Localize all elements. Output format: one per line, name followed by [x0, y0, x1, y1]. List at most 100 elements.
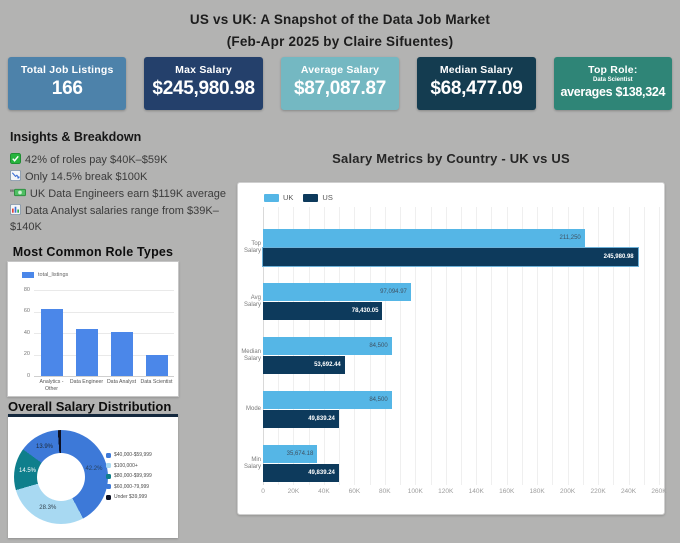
- bar-value-label: 211,250: [559, 235, 581, 241]
- gridline: [643, 207, 645, 485]
- banknote-icon: [13, 188, 30, 200]
- legend-label: $100,000+: [114, 462, 138, 469]
- kpi-label: Max Salary: [175, 64, 233, 76]
- legend-swatch-us[interactable]: [303, 193, 319, 202]
- gridline: [537, 207, 539, 485]
- salary-metrics-title: Salary Metrics by Country - UK vs US: [332, 151, 570, 166]
- legend-swatch-uk[interactable]: [264, 193, 279, 202]
- gridline: [659, 207, 660, 485]
- kpi-sublabel: Data Scientist: [592, 77, 633, 83]
- insight-text: Data Analyst salaries range from $39K–$1…: [10, 204, 219, 233]
- gridline: [628, 207, 630, 485]
- legend-item[interactable]: $80,000-$99,999: [106, 473, 152, 479]
- salary-distribution-donut[interactable]: 42.2% 28.3% 14.5% 13.9%: [14, 430, 108, 524]
- gridline: [445, 207, 447, 485]
- x-axis-category: Data Scientist: [140, 379, 173, 385]
- legend-item[interactable]: $100,000+: [106, 463, 152, 469]
- kpi-label: Median Salary: [439, 64, 514, 76]
- page-title-line1: US vs UK: A Snapshot of the Data Job Mar…: [189, 12, 491, 27]
- insight-item: Only 14.5% break $100K: [10, 169, 234, 186]
- y-axis-category: Median Salary: [241, 348, 261, 363]
- bar-value-label: 53,692.44: [314, 362, 341, 368]
- us-bar[interactable]: 78,430.05: [263, 302, 383, 320]
- gridline: [415, 207, 417, 485]
- insight-item: 42% of roles pay $40K–$59K: [10, 153, 234, 169]
- kpi-label: Average Salary: [300, 64, 380, 76]
- uk-bar[interactable]: 84,500: [263, 391, 392, 409]
- pie-slice-label: 14.5%: [18, 468, 37, 475]
- legend-swatch: [106, 473, 111, 479]
- legend-swatch: [106, 463, 111, 468]
- uk-bar[interactable]: 35,674.18: [263, 445, 318, 463]
- y-axis-tick: 60: [23, 308, 30, 314]
- y-axis-category: Avg Salary: [243, 294, 261, 309]
- role-chart-legend-swatch: [22, 272, 34, 278]
- check-icon: [10, 153, 25, 166]
- kpi-card-average-salary: Average Salary $87,087.87: [280, 57, 400, 110]
- x-axis-tick: 260K: [651, 488, 667, 495]
- y-axis-category: Mode: [245, 406, 261, 413]
- kpi-value: averages $138,324: [560, 85, 666, 99]
- x-axis-tick: 0: [261, 488, 265, 495]
- legend-swatch: [106, 494, 111, 500]
- y-axis-tick: 20: [23, 351, 30, 357]
- x-axis-tick: 240K: [620, 488, 637, 495]
- pie-slice-label: 13.9%: [36, 444, 54, 451]
- gridline: [582, 207, 584, 485]
- legend-swatch: [106, 484, 111, 489]
- x-axis-tick: 20K: [287, 488, 300, 495]
- insight-text: 42% of roles pay $40K–$59K: [25, 154, 168, 166]
- bar-value-label: 97,094.97: [380, 289, 407, 295]
- gridline: [430, 207, 432, 485]
- legend-item[interactable]: $40,000-$59,999: [106, 452, 152, 458]
- kpi-card-top-role: Top Role: Data Scientist averages $138,324: [553, 57, 673, 110]
- bar-value-label: 84,500: [369, 397, 388, 403]
- gridline: [400, 207, 402, 485]
- uk-bar[interactable]: 97,094.97: [263, 283, 411, 301]
- us-bar[interactable]: 49,839.24: [263, 410, 339, 428]
- x-axis-tick: 220K: [590, 488, 606, 495]
- pie-slice-label: 28.3%: [39, 505, 57, 512]
- legend-label: $80,000-$99,999: [114, 473, 152, 479]
- role-bar[interactable]: [75, 328, 98, 376]
- gridline: [34, 311, 174, 313]
- us-bar[interactable]: 49,839.24: [263, 464, 339, 482]
- x-axis-tick: 160K: [499, 488, 515, 495]
- x-axis-tick: 80K: [379, 488, 391, 495]
- insights-list: 42% of roles pay $40K–$59K Only 14.5% bre…: [10, 153, 234, 236]
- role-chart-legend-label: total_listings: [38, 272, 69, 278]
- gridline: [567, 207, 569, 485]
- kpi-card-total-job-listings: Total Job Listings 166: [8, 57, 127, 110]
- y-axis-category: Min Salary: [243, 456, 261, 471]
- x-axis-tick: 180K: [529, 488, 545, 495]
- gridline: [34, 333, 174, 334]
- x-axis-tick: 200K: [560, 488, 576, 495]
- uk-bar[interactable]: 84,500: [263, 337, 392, 355]
- gridline: [34, 290, 174, 291]
- kpi-row: Total Job Listings 166 Max Salary $245,980.…: [8, 57, 673, 110]
- gridline: [34, 376, 174, 377]
- salary-distribution-panel: 42.2% 28.3% 14.5% 13.9% $40,000-$59,999 $100…: [8, 414, 178, 538]
- salary-distribution-title: Overall Salary Distribution: [8, 399, 172, 414]
- role-chart-legend[interactable]: total_listings: [22, 272, 68, 278]
- x-axis-category: Analytics - Other: [39, 379, 64, 393]
- gridline: [613, 207, 615, 485]
- legend-label-uk: UK: [283, 193, 294, 202]
- x-axis-tick: 60K: [348, 488, 361, 495]
- page-title: US vs UK: A Snapshot of the Data Job Mar…: [0, 9, 680, 54]
- role-bar[interactable]: [145, 354, 168, 376]
- legend-item[interactable]: $60,000-79,999: [106, 484, 152, 490]
- us-bar[interactable]: 53,692.44: [263, 356, 345, 374]
- kpi-label: Total Job Listings: [20, 64, 114, 76]
- legend-item[interactable]: Under $39,999: [106, 494, 152, 500]
- bar-value-label: 78,430.05: [351, 308, 379, 314]
- legend-label-us: US: [322, 193, 333, 202]
- role-bar[interactable]: [40, 309, 63, 376]
- salary-metrics-panel: UK US Top Salary 211,250 245,980.98 Avg Sala…: [237, 182, 667, 515]
- uk-bar[interactable]: 211,250: [263, 229, 585, 247]
- gridline: [491, 207, 493, 485]
- x-axis-category: Data Analyst: [106, 379, 137, 385]
- x-axis-tick: 140K: [468, 488, 484, 495]
- us-bar[interactable]: 245,980.98: [263, 248, 638, 266]
- role-bar[interactable]: [110, 331, 133, 376]
